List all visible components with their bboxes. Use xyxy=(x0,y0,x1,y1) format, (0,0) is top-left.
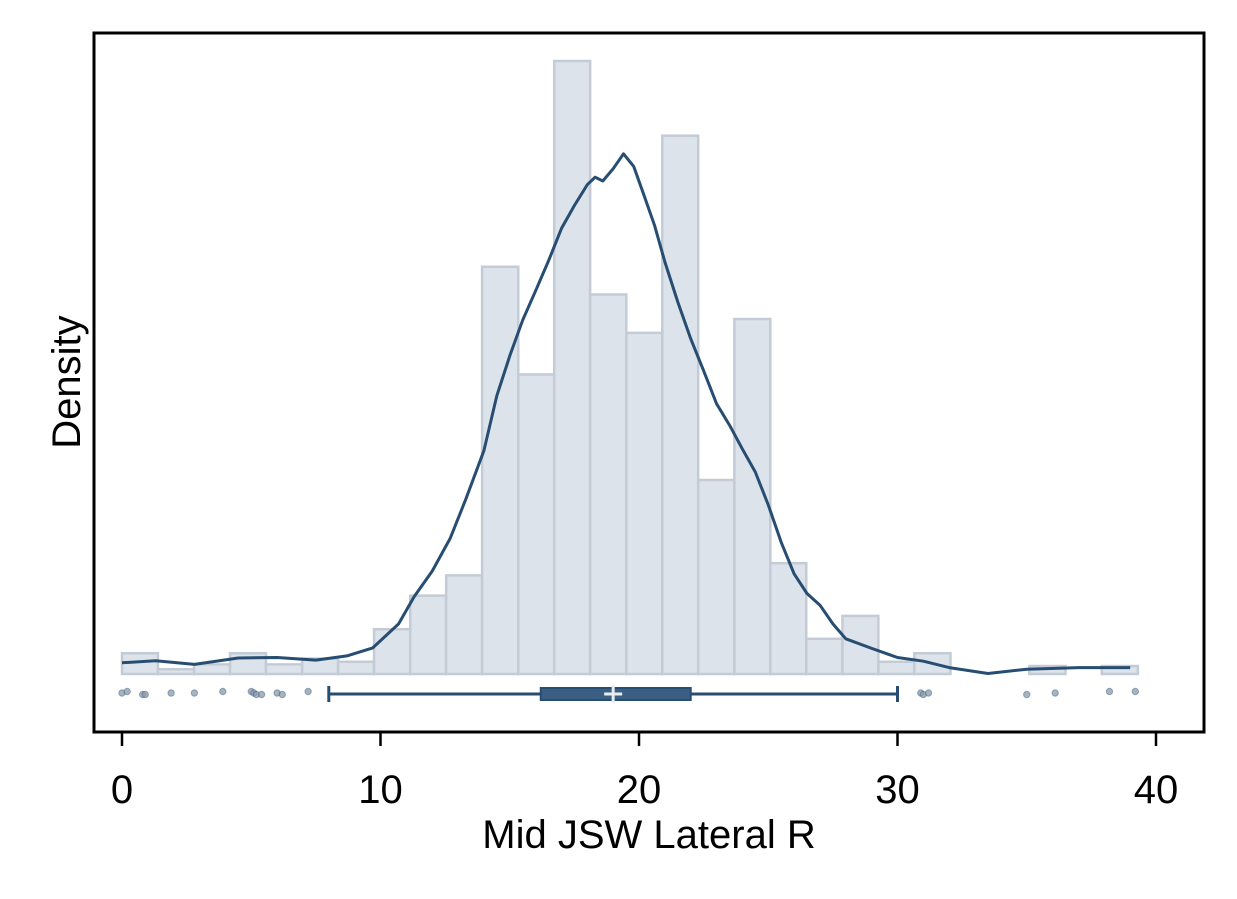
data-point-13 xyxy=(304,687,312,696)
data-points-layer xyxy=(118,687,1140,699)
histogram-bar-4 xyxy=(264,663,304,676)
histogram-bar-1 xyxy=(156,667,196,676)
histogram-bar-9 xyxy=(444,574,484,676)
histogram-bar-14 xyxy=(625,331,664,676)
x-tick-label-40: 40 xyxy=(1134,768,1179,812)
data-point-6 xyxy=(219,687,227,696)
x-axis-ticks: 0 10 20 30 40 xyxy=(111,732,1178,812)
histogram-bars xyxy=(120,59,1140,676)
data-point-3 xyxy=(141,690,149,699)
histogram-bar-8 xyxy=(408,594,448,676)
x-tick-label-30: 30 xyxy=(875,768,920,812)
histogram-bar-16 xyxy=(696,478,736,676)
data-point-17 xyxy=(1023,690,1031,699)
histogram-bar-7 xyxy=(372,627,412,676)
histogram-bar-13 xyxy=(588,293,628,676)
plot-frame xyxy=(92,31,1206,734)
x-axis-title: Mid JSW Lateral R xyxy=(482,813,815,857)
histogram-bar-12 xyxy=(552,59,592,676)
density-curve xyxy=(121,152,1131,675)
x-tick-label-0: 0 xyxy=(111,768,133,812)
data-point-18 xyxy=(1051,689,1059,697)
histogram-bar-10 xyxy=(480,265,520,676)
y-axis-title: Density xyxy=(45,315,89,448)
data-point-16 xyxy=(924,689,933,697)
x-tick-label-20: 20 xyxy=(617,768,662,812)
histogram-bar-19 xyxy=(804,637,844,676)
data-point-12 xyxy=(278,690,286,699)
data-point-20 xyxy=(1131,687,1140,696)
histogram-bar-24 xyxy=(1100,664,1140,676)
data-point-19 xyxy=(1105,687,1114,696)
density-curve-layer xyxy=(121,152,1131,675)
histogram-bar-6 xyxy=(336,660,376,676)
histogram-bar-11 xyxy=(517,373,556,676)
histogram-bar-15 xyxy=(661,134,700,676)
data-point-10 xyxy=(257,690,266,699)
data-point-1 xyxy=(123,687,131,696)
x-tick-label-10: 10 xyxy=(358,768,403,812)
histogram-bar-18 xyxy=(769,561,808,676)
boxplot-layer xyxy=(327,685,899,703)
data-point-4 xyxy=(167,689,175,697)
histogram-bar-2 xyxy=(192,663,232,676)
histogram-bar-0 xyxy=(120,651,160,676)
data-point-5 xyxy=(190,689,199,697)
histogram-bar-21 xyxy=(877,660,916,676)
